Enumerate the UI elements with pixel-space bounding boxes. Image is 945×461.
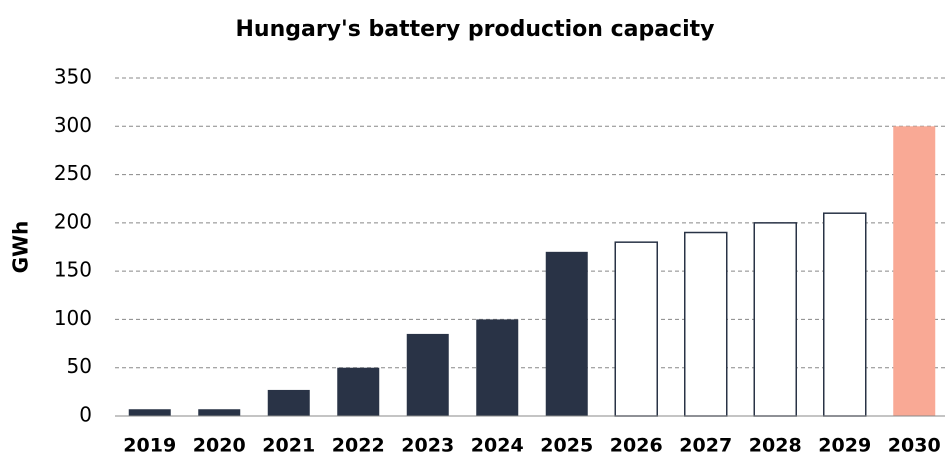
- chart-title: Hungary's battery production capacity: [236, 17, 715, 42]
- y-tick-label: 250: [54, 161, 92, 185]
- x-tick-label: 2030: [888, 435, 941, 457]
- bar: [476, 319, 519, 416]
- bar: [545, 251, 588, 416]
- x-tick-label: 2027: [679, 435, 732, 457]
- bar: [753, 222, 797, 417]
- x-tick-label: 2019: [123, 435, 176, 457]
- bar: [684, 231, 728, 417]
- x-tick-label: 2023: [401, 435, 454, 457]
- bar: [823, 212, 867, 417]
- y-tick-label: 0: [79, 403, 92, 427]
- x-tick-label: 2020: [193, 435, 246, 457]
- bar: [267, 389, 310, 416]
- y-tick-label: 350: [54, 65, 92, 89]
- y-tick-label: 100: [54, 306, 92, 330]
- bar: [614, 241, 658, 417]
- x-tick-label: 2021: [262, 435, 315, 457]
- y-axis-label: GWh: [9, 221, 33, 274]
- y-tick-label: 300: [54, 113, 92, 137]
- x-tick-label: 2024: [471, 435, 524, 457]
- x-tick-label: 2029: [818, 435, 871, 457]
- bar: [198, 409, 241, 416]
- y-tick-label: 200: [54, 209, 92, 233]
- x-tick-label: 2025: [540, 435, 593, 457]
- bar: [406, 333, 449, 416]
- x-tick-label: 2028: [749, 435, 802, 457]
- y-tick-label: 50: [67, 354, 92, 378]
- bar: [128, 409, 171, 416]
- x-tick-label: 2022: [332, 435, 385, 457]
- bar: [893, 126, 936, 417]
- y-tick-label: 150: [54, 258, 92, 282]
- x-tick-label: 2026: [610, 435, 663, 457]
- bar: [337, 367, 380, 416]
